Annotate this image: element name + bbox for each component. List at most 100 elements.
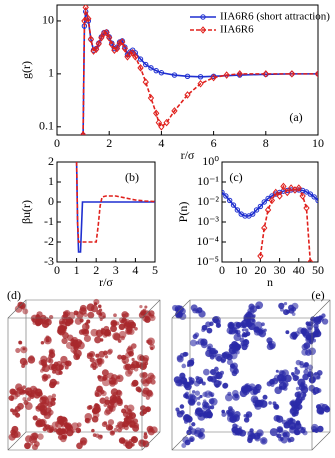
- particle: [131, 442, 135, 447]
- marker: [265, 195, 271, 202]
- x-tick-label: 30: [274, 263, 286, 277]
- particle: [179, 404, 185, 409]
- particle: [295, 359, 302, 366]
- particle: [113, 333, 121, 341]
- marker: [163, 118, 170, 127]
- particle: [248, 383, 256, 391]
- y-tick-label: 0: [48, 194, 54, 208]
- marker: [95, 40, 102, 48]
- particle: [96, 358, 103, 365]
- series: [257, 182, 314, 262]
- particle: [113, 427, 118, 432]
- particle: [179, 352, 185, 358]
- particle: [110, 320, 118, 327]
- particle: [189, 437, 194, 442]
- particle: [52, 382, 57, 387]
- particle: [106, 349, 113, 355]
- particle: [191, 390, 196, 394]
- particle: [302, 364, 306, 368]
- particle: [244, 328, 249, 333]
- particle: [254, 402, 259, 408]
- particle: [98, 308, 103, 312]
- particle: [241, 328, 245, 332]
- marker: [242, 213, 248, 219]
- particle: [206, 346, 211, 352]
- particle: [125, 352, 132, 359]
- particle: [23, 400, 29, 406]
- marker: [184, 91, 191, 99]
- series: [222, 187, 318, 219]
- particle: [176, 410, 184, 418]
- x-tick-label: 2: [93, 263, 99, 277]
- particle: [110, 430, 115, 435]
- particle: [205, 411, 213, 419]
- particle: [60, 361, 66, 367]
- particle: [145, 378, 152, 384]
- particle: [90, 363, 95, 369]
- marker: [210, 73, 217, 82]
- particle: [150, 379, 156, 385]
- particle: [146, 337, 155, 346]
- particle: [78, 340, 83, 345]
- particle: [283, 302, 288, 306]
- particle: [241, 343, 248, 351]
- x-tick-label: 20: [254, 263, 266, 277]
- x-axis-label: r/σ: [99, 275, 113, 289]
- particle: [198, 310, 206, 318]
- particle: [245, 413, 250, 418]
- particle: [294, 391, 301, 398]
- particle: [188, 377, 195, 384]
- particle: [300, 428, 306, 434]
- particle: [243, 417, 250, 423]
- particle: [143, 435, 148, 440]
- particle: [75, 355, 80, 360]
- particle: [80, 440, 87, 446]
- particle: [290, 399, 297, 406]
- particle: [121, 311, 129, 319]
- particle: [58, 370, 63, 375]
- particle: [128, 412, 133, 417]
- particle: [295, 386, 300, 391]
- particle: [31, 444, 39, 451]
- marker: [236, 70, 243, 78]
- particle: [65, 341, 74, 350]
- particle: [221, 412, 227, 418]
- marker: [153, 67, 159, 74]
- y-axis-label: P(n): [176, 202, 190, 223]
- marker: [116, 39, 123, 47]
- particle: [294, 366, 298, 370]
- particle: [132, 381, 138, 387]
- particle: [294, 410, 299, 415]
- particle: [282, 432, 288, 437]
- particle: [312, 332, 316, 337]
- particle: [131, 357, 135, 362]
- particle: [24, 387, 33, 396]
- particle: [123, 364, 130, 371]
- particle: [24, 435, 33, 443]
- particle: [190, 339, 197, 347]
- particle: [43, 336, 52, 345]
- particle: [111, 396, 119, 404]
- particle: [107, 419, 115, 426]
- marker: [307, 191, 314, 197]
- particle: [261, 438, 266, 444]
- legend-label: IIA6R6: [220, 24, 254, 36]
- particle: [97, 304, 102, 309]
- x-tick-label: 0: [54, 263, 60, 277]
- particle: [83, 334, 92, 343]
- legend-marker: [200, 14, 206, 20]
- particle: [48, 358, 54, 364]
- particle: [220, 358, 226, 364]
- particle: [35, 322, 40, 326]
- plot-frame: [56, 4, 319, 136]
- particle: [110, 374, 118, 381]
- marker: [79, 131, 87, 135]
- particle: [215, 319, 221, 325]
- particle: [50, 400, 56, 406]
- particle: [95, 353, 100, 358]
- particle: [150, 426, 158, 434]
- marker: [126, 49, 134, 58]
- particle: [85, 417, 91, 424]
- particle: [195, 376, 204, 385]
- marker: [103, 28, 110, 37]
